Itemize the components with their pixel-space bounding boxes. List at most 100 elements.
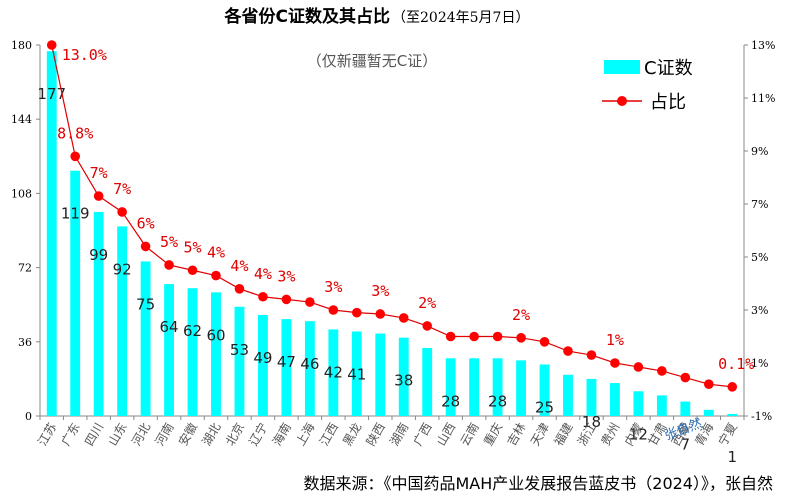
ratio-point-湖南 <box>398 313 409 323</box>
bar-value-label: 28 <box>488 392 507 410</box>
bar-value-label: 42 <box>324 363 343 381</box>
bar-value-label: 18 <box>582 413 601 431</box>
y-right-tick-label: 1% <box>751 357 768 370</box>
category-label: 福建 <box>551 420 576 448</box>
y-right-tick-label: 5% <box>751 251 768 264</box>
ratio-percent-label: 8.8% <box>57 124 93 142</box>
y-left-tick-label: 72 <box>18 262 32 275</box>
ratio-point-广东 <box>70 151 80 162</box>
ratio-point-河北 <box>140 241 151 252</box>
bar-云南 <box>469 358 480 416</box>
category-label: 广西 <box>411 421 435 449</box>
ratio-point-江苏 <box>46 40 57 50</box>
bar-海南 <box>281 319 292 416</box>
bar-value-label: 177 <box>37 85 66 103</box>
bar-value-label: 38 <box>394 372 413 390</box>
bar-value-label: 119 <box>61 205 90 223</box>
bar-value-label: 47 <box>277 353 296 371</box>
ratio-percent-label: 3% <box>277 267 295 285</box>
ratio-point-浙江 <box>586 350 597 360</box>
ratio-percent-label: 5% <box>184 238 202 256</box>
category-label: 宁夏 <box>715 420 740 448</box>
ratio-point-海南 <box>281 294 292 305</box>
category-label: 贵州 <box>598 421 622 449</box>
ratio-point-湖北 <box>211 270 221 281</box>
ratio-point-宁夏 <box>727 382 738 392</box>
ratio-point-江西 <box>328 305 339 315</box>
y-left-tick-label: 180 <box>11 39 32 52</box>
bar-上海 <box>304 321 315 416</box>
bar-河南 <box>164 284 174 416</box>
ratio-point-云南 <box>469 331 479 342</box>
category-label: 天津 <box>528 421 552 449</box>
bar-value-label: 46 <box>300 355 319 373</box>
ratio-percent-label: 7% <box>90 164 108 182</box>
ratio-point-山东 <box>117 207 127 217</box>
ratio-percent-label: 3% <box>324 278 342 296</box>
ratio-point-黑龙 <box>352 307 362 318</box>
y-right-tick-label: 3% <box>751 304 768 317</box>
category-label: 北京 <box>223 421 247 449</box>
bar-江西 <box>328 329 339 416</box>
y-left-tick-label: 108 <box>11 187 32 200</box>
bar-吉林 <box>516 360 526 416</box>
ratio-point-四川 <box>93 191 104 201</box>
bar-湖南 <box>398 337 409 416</box>
category-label: 河北 <box>129 421 153 449</box>
ratio-point-内蒙 <box>633 362 644 372</box>
bar-value-label: 25 <box>535 398 554 416</box>
ratio-percent-label: 3% <box>371 282 389 300</box>
bar-value-label: 75 <box>136 295 155 313</box>
bar-value-label: 64 <box>160 318 179 336</box>
bar-安徽 <box>187 288 198 416</box>
bar-value-label: 28 <box>441 392 460 410</box>
bar-value-label: 7 <box>681 436 691 454</box>
bar-北京 <box>234 306 245 416</box>
bar-贵州 <box>610 383 620 416</box>
bar-青海 <box>703 409 714 416</box>
bar-四川 <box>93 211 104 416</box>
bar-内蒙 <box>633 391 644 416</box>
ratio-percent-label: 1% <box>606 331 624 349</box>
category-label: 广东 <box>59 421 83 449</box>
ratio-percent-label: 6% <box>137 214 155 232</box>
ratio-point-重庆 <box>492 331 503 342</box>
bars <box>46 51 738 416</box>
chart-subtitle: （仅新疆暂无C证） <box>307 52 437 70</box>
legend-label-ratio: 占比 <box>650 92 686 113</box>
legend-bar-swatch <box>604 60 640 74</box>
category-label: 河南 <box>152 420 177 448</box>
ratio-point-北京 <box>234 284 245 294</box>
ratio-point-天津 <box>539 337 550 347</box>
y-right-tick-label: 7% <box>751 198 768 211</box>
bar-陕西 <box>375 333 386 416</box>
category-label: 山东 <box>106 421 130 449</box>
ratio-percent-label: 2% <box>418 294 436 312</box>
y-left-tick-label: 36 <box>18 336 32 349</box>
category-label: 云南 <box>457 420 482 448</box>
bar-湖北 <box>211 292 221 416</box>
bar-value-label: 62 <box>183 322 202 340</box>
category-label: 上海 <box>292 420 317 448</box>
ratio-point-福建 <box>563 346 573 356</box>
ratio-point-山西 <box>445 331 456 342</box>
ratio-point-青海 <box>704 379 714 390</box>
bar-山西 <box>445 358 456 416</box>
ratio-percent-label: 0.1% <box>718 355 754 373</box>
source-note: 数据来源：《中国药品MAH产业发展报告蓝皮书（2024）》，张自然 <box>303 474 773 493</box>
y-right-tick-label: 11% <box>751 92 775 105</box>
category-label: 重庆 <box>481 420 505 448</box>
bar-value-label: 49 <box>253 349 272 367</box>
y-left-tick-label: 0 <box>25 410 32 423</box>
bar-重庆 <box>492 358 503 416</box>
ratio-point-西藏 <box>680 372 691 383</box>
category-labels: 江苏 广东 四川 山东 河北 河南 安徽 湖北 北京 辽宁 海南 上海 江西 黑龙 陕西 湖南 广西 山西 云南 重庆… <box>35 420 740 448</box>
bar-甘肃 <box>656 395 667 416</box>
y-right-tick-label: 9% <box>751 145 768 158</box>
ratio-point-广西 <box>422 321 433 331</box>
bar-value-label: 92 <box>113 260 132 278</box>
category-label: 湖北 <box>199 420 224 448</box>
category-label: 江苏 <box>35 421 59 449</box>
bar-黑龙 <box>351 331 362 416</box>
